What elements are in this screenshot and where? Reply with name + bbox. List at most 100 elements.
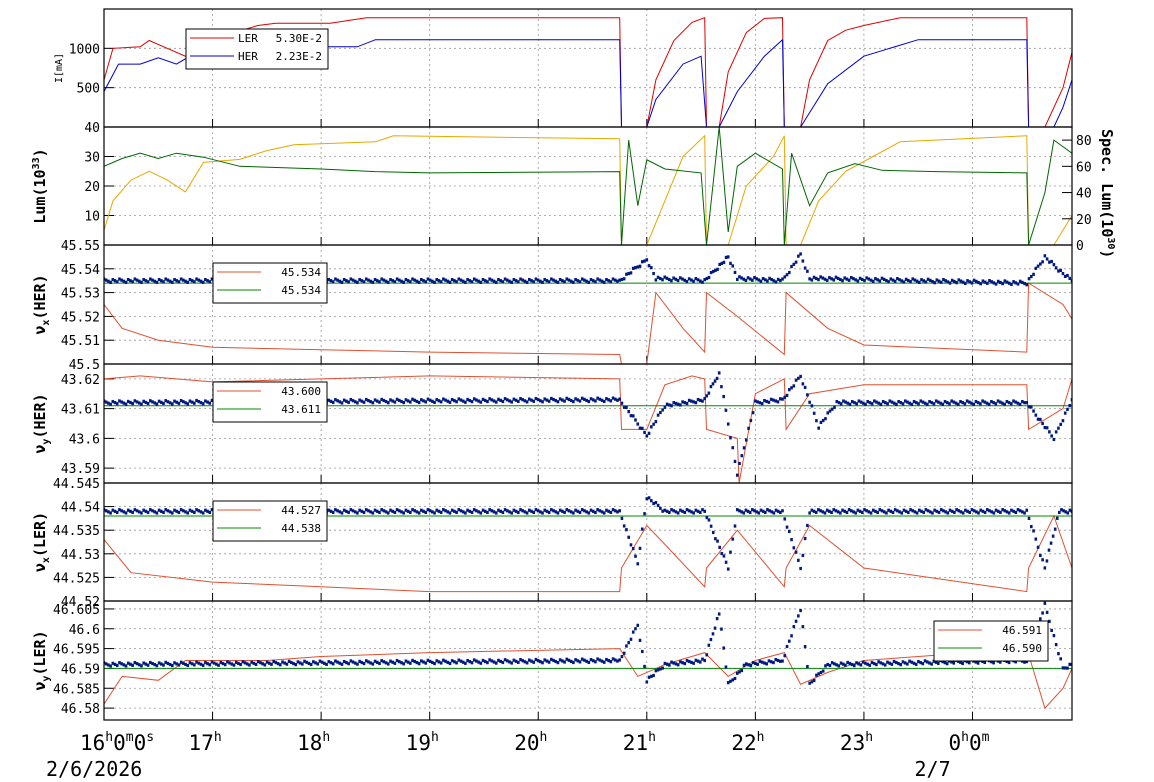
measurement-point bbox=[763, 661, 766, 665]
measurement-point bbox=[210, 398, 214, 403]
measurement-point bbox=[806, 269, 809, 273]
measurement-point bbox=[431, 510, 434, 514]
measurement-point bbox=[972, 402, 976, 406]
measurement-point bbox=[528, 278, 531, 282]
measurement-point bbox=[435, 278, 439, 282]
measurement-point bbox=[583, 658, 586, 662]
legend-box bbox=[212, 381, 328, 423]
measurement-point bbox=[373, 278, 377, 282]
measurement-point bbox=[874, 277, 877, 281]
measurement-point bbox=[1052, 634, 1056, 638]
measurement-point bbox=[959, 660, 962, 664]
measurement-point bbox=[933, 281, 936, 285]
measurement-point bbox=[360, 399, 364, 403]
measurement-point bbox=[643, 664, 646, 669]
measurement-point bbox=[285, 662, 289, 666]
measurement-point bbox=[197, 661, 201, 665]
measurement-point bbox=[921, 662, 925, 666]
measurement-point bbox=[865, 276, 868, 280]
measurement-point bbox=[453, 509, 456, 513]
measurement-point bbox=[876, 510, 879, 515]
measurement-point bbox=[860, 277, 864, 282]
measurement-point bbox=[1070, 509, 1072, 513]
measurement-point bbox=[208, 663, 212, 667]
measurement-point bbox=[371, 511, 375, 515]
measurement-point bbox=[861, 401, 865, 405]
measurement-point bbox=[148, 277, 152, 281]
measurement-point bbox=[825, 278, 829, 282]
measurement-point bbox=[536, 509, 540, 513]
y-axis-label: νy(LER) bbox=[31, 630, 52, 690]
measurement-point bbox=[371, 401, 375, 405]
measurement-point bbox=[199, 401, 203, 405]
measurement-point bbox=[459, 398, 463, 402]
measurement-point bbox=[541, 511, 544, 515]
measurement-point bbox=[572, 660, 575, 665]
measurement-point bbox=[532, 660, 536, 664]
measurement-point bbox=[182, 661, 185, 665]
measurement-point bbox=[395, 658, 399, 663]
measurement-point bbox=[687, 659, 691, 664]
measurement-point bbox=[996, 399, 1000, 403]
measurement-point bbox=[499, 279, 502, 283]
measurement-point bbox=[854, 511, 858, 515]
measurement-point bbox=[643, 259, 646, 263]
measurement-point bbox=[569, 659, 573, 664]
measurement-point bbox=[1041, 260, 1044, 264]
measurement-point bbox=[1055, 516, 1059, 520]
measurement-point bbox=[785, 525, 789, 529]
measurement-point bbox=[539, 399, 542, 403]
measurement-point bbox=[210, 508, 214, 512]
measurement-point bbox=[868, 401, 872, 405]
measurement-point bbox=[512, 658, 516, 662]
measurement-point bbox=[340, 280, 344, 284]
measurement-point bbox=[1063, 666, 1067, 670]
measurement-point bbox=[672, 509, 676, 513]
measurement-point bbox=[698, 279, 702, 283]
measurement-point bbox=[501, 399, 505, 404]
measurement-point bbox=[475, 659, 478, 663]
measurement-point bbox=[523, 279, 527, 283]
measurement-point bbox=[512, 397, 516, 401]
measurement-point bbox=[616, 279, 619, 283]
measurement-point bbox=[576, 659, 580, 663]
measurement-point bbox=[435, 398, 439, 402]
measurement-point bbox=[797, 254, 800, 258]
measurement-point bbox=[420, 278, 423, 282]
measurement-point bbox=[678, 276, 682, 280]
measurement-point bbox=[510, 511, 513, 515]
measurement-point bbox=[939, 401, 942, 405]
measurement-point bbox=[685, 659, 689, 663]
measurement-point bbox=[342, 659, 346, 664]
measurement-point bbox=[756, 400, 759, 404]
measurement-point bbox=[591, 279, 595, 283]
measurement-point bbox=[585, 659, 588, 663]
y-tick-label: 46.59 bbox=[61, 662, 100, 677]
measurement-point bbox=[663, 275, 667, 279]
measurement-point bbox=[179, 660, 183, 664]
measurement-point bbox=[1007, 401, 1011, 405]
measurement-point bbox=[968, 510, 972, 515]
measurement-point bbox=[774, 280, 778, 284]
measurement-point bbox=[985, 508, 989, 512]
measurement-point bbox=[428, 509, 432, 513]
measurement-point bbox=[990, 399, 993, 404]
measurement-point bbox=[650, 499, 653, 503]
measurement-point bbox=[215, 662, 218, 666]
measurement-point bbox=[832, 508, 836, 512]
measurement-point bbox=[437, 660, 441, 664]
measurement-point bbox=[565, 657, 569, 661]
measurement-point bbox=[115, 663, 119, 668]
measurement-point bbox=[692, 511, 695, 515]
measurement-point bbox=[891, 278, 895, 282]
measurement-point bbox=[1032, 409, 1035, 413]
measurement-point bbox=[906, 400, 909, 404]
measurement-point bbox=[470, 510, 474, 515]
measurement-point bbox=[444, 398, 447, 402]
measurement-point bbox=[988, 509, 991, 513]
measurement-point bbox=[1066, 273, 1069, 278]
y-tick-label: 44.525 bbox=[53, 571, 100, 586]
measurement-point bbox=[569, 510, 573, 514]
measurement-point bbox=[897, 662, 900, 666]
